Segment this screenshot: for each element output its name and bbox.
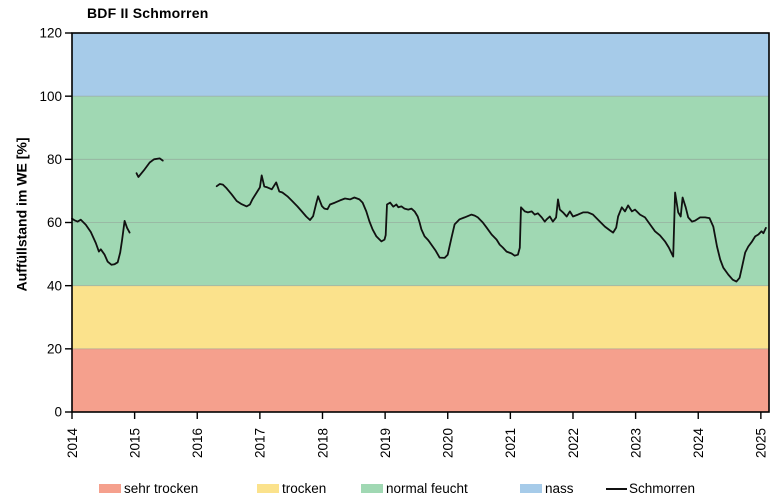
legend-swatch xyxy=(361,484,383,493)
legend-label: nass xyxy=(545,481,574,496)
y-tick-label: 100 xyxy=(39,89,62,104)
x-tick-label: 2022 xyxy=(566,428,581,458)
y-tick-label: 60 xyxy=(47,215,62,230)
band-trocken xyxy=(72,285,769,349)
x-tick-label: 2020 xyxy=(441,428,456,458)
series-line-schmorren xyxy=(71,217,131,266)
band-sehr-trocken xyxy=(72,348,769,412)
x-tick-label: 2021 xyxy=(503,428,518,458)
legend-swatch xyxy=(257,484,279,493)
series-line-schmorren xyxy=(135,157,164,178)
x-tick-label: 2025 xyxy=(754,428,769,458)
x-tick-label: 2017 xyxy=(253,428,268,458)
legend-swatch xyxy=(520,484,542,493)
x-tick-label: 2019 xyxy=(378,428,393,458)
legend-label: sehr trocken xyxy=(124,481,199,496)
legend-item-sehr-trocken: sehr trocken xyxy=(99,481,198,496)
y-tick-label: 0 xyxy=(54,405,62,420)
legend-label: normal feucht xyxy=(386,481,468,496)
x-tick-label: 2024 xyxy=(691,427,706,458)
legend-swatch xyxy=(99,484,121,493)
series-line-schmorren xyxy=(215,174,767,283)
band-nass xyxy=(72,33,769,97)
x-tick-label: 2014 xyxy=(65,427,80,458)
x-tick-label: 2015 xyxy=(127,428,142,458)
y-tick-label: 80 xyxy=(47,152,62,167)
legend-label: Schmorren xyxy=(629,481,696,496)
legend-item-normal-feucht: normal feucht xyxy=(361,481,468,496)
plot-area: 0 20 40 60 80 100 120 2014 2015 2016 2017 2018 2019 2… xyxy=(39,26,770,458)
legend-item-trocken: trocken xyxy=(257,481,326,496)
legend-line-sample xyxy=(606,487,627,490)
x-tick-label: 2018 xyxy=(315,428,330,458)
y-tick-label: 40 xyxy=(47,278,62,293)
legend-item-nass: nass xyxy=(520,481,574,496)
x-tick-label: 2023 xyxy=(628,428,643,458)
chart-title: BDF II Schmorren xyxy=(87,5,209,21)
band-normal-feucht xyxy=(72,96,769,286)
legend-item-schmorren: Schmorren xyxy=(606,481,695,496)
legend-label: trocken xyxy=(282,481,327,496)
y-tick-label: 120 xyxy=(39,26,62,41)
y-tick-label: 20 xyxy=(47,342,62,357)
x-tick-label: 2016 xyxy=(190,428,205,458)
